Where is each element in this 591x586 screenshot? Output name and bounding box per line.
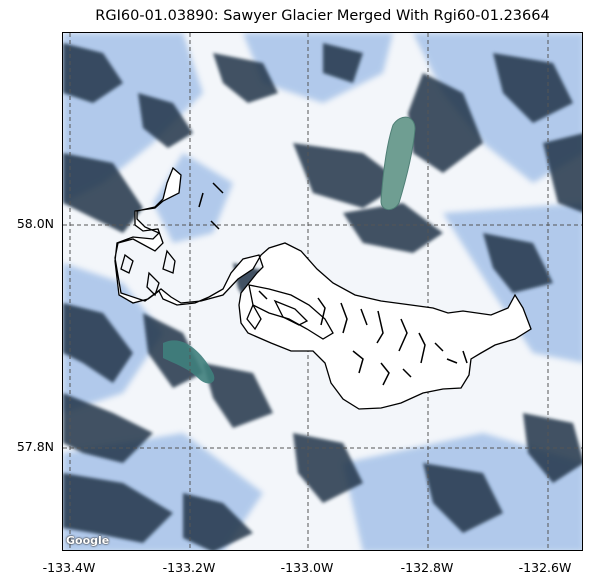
nunatak-marks [198,182,468,386]
fjord [163,340,215,384]
y-tick-label: 58.0N [16,216,54,231]
lake [380,116,416,210]
x-tick-label: -133.0W [280,560,334,575]
x-tick-label: -132.8W [400,560,454,575]
satellite-map[interactable] [62,32,583,551]
map-canvas [63,33,582,550]
map-title: RGI60-01.03890: Sawyer Glacier Merged Wi… [95,8,550,24]
map-attribution: Google [66,534,110,547]
glacier-outline [114,166,532,410]
x-tick-label: -133.4W [42,560,96,575]
y-tick-label: 57.8N [16,439,54,454]
x-tick-label: -133.2W [162,560,216,575]
x-tick-label: -132.6W [518,560,572,575]
gridlines [63,33,582,550]
